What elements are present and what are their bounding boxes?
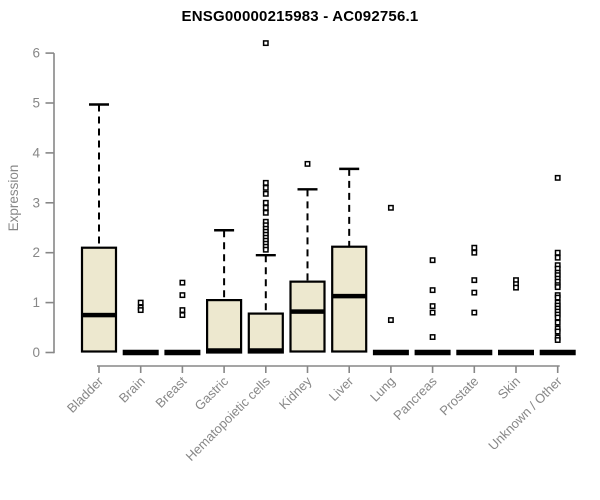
outlier-point-hematopoietic-cells (262, 204, 269, 211)
box-liver (331, 245, 368, 353)
y-tick-label: 2 (32, 245, 40, 260)
collapsed-box-brain (122, 349, 159, 356)
y-tick-label: 1 (32, 295, 40, 310)
outlier-point-unknown-other (554, 328, 561, 335)
outlier-point-unknown-other (554, 284, 561, 291)
x-tick-label-lung: Lung (367, 374, 398, 405)
outlier-point-prostate (471, 277, 478, 284)
x-tick-label-kidney: Kidney (276, 373, 315, 412)
outlier-point-lung (387, 317, 394, 324)
outlier-point-hematopoietic-cells (262, 179, 269, 186)
collapsed-box-unknown-other (539, 349, 576, 356)
outlier-point-breast (179, 292, 186, 299)
x-tick-label-liver: Liver (326, 373, 357, 404)
outlier-point-brain (137, 307, 144, 314)
outlier-point-hematopoietic-cells (262, 190, 269, 197)
outlier-point-hematopoietic-cells (262, 184, 269, 191)
outlier-point-unknown-other (554, 294, 561, 301)
outlier-point-breast (179, 307, 186, 314)
x-tick-label-bladder: Bladder (64, 373, 107, 416)
box-gastric (206, 299, 243, 354)
y-axis-title: Expression (6, 164, 21, 232)
outlier-point-breast (179, 312, 186, 319)
box-kidney (289, 280, 326, 353)
median-liver (332, 293, 367, 299)
outlier-point-pancreas (429, 334, 436, 340)
outlier-point-hematopoietic-cells (262, 40, 269, 47)
y-tick-label: 4 (32, 145, 40, 160)
median-kidney (290, 309, 325, 314)
x-tick-label-gastric: Gastric (192, 373, 232, 413)
outlier-point-pancreas (429, 257, 436, 264)
collapsed-box-skin (498, 349, 534, 356)
x-tick-label-skin: Skin (495, 374, 523, 402)
outlier-point-unknown-other (554, 337, 561, 343)
collapsed-box-pancreas (414, 349, 451, 356)
collapsed-box-prostate (456, 349, 493, 356)
outlier-point-brain (137, 299, 144, 306)
median-gastric (207, 348, 242, 353)
outlier-point-lung (387, 204, 394, 211)
box-hematopoietic-cells (247, 312, 284, 354)
outlier-point-prostate (471, 309, 478, 316)
chart-title: ENSG00000215983 - AC092756.1 (181, 8, 419, 25)
x-tick-label-breast: Breast (152, 373, 189, 410)
outlier-point-pancreas (429, 287, 436, 294)
outlier-point-pancreas (429, 303, 436, 310)
outlier-point-unknown-other (554, 254, 561, 261)
outlier-point-hematopoietic-cells (262, 209, 269, 216)
outlier-point-hematopoietic-cells (262, 246, 269, 253)
x-tick-label-unknown-other: Unknown / Other (485, 373, 565, 453)
collapsed-box-breast (164, 349, 201, 356)
outlier-point-unknown-other (554, 319, 561, 326)
outlier-point-kidney (304, 160, 311, 167)
y-tick-label: 5 (32, 96, 40, 111)
median-bladder (82, 312, 116, 318)
x-tick-label-pancreas: Pancreas (390, 373, 440, 423)
y-tick-label: 3 (32, 195, 40, 210)
x-tick-label-brain: Brain (116, 374, 148, 406)
outlier-point-unknown-other (554, 314, 561, 321)
outlier-point-skin (513, 284, 519, 291)
y-tick-label: 0 (32, 345, 40, 360)
outlier-point-hematopoietic-cells (262, 199, 269, 206)
outlier-point-prostate (471, 244, 478, 251)
median-hematopoietic-cells (248, 348, 283, 353)
y-tick-label: 6 (32, 46, 40, 61)
outlier-point-unknown-other (554, 249, 561, 256)
outlier-point-prostate (471, 289, 478, 296)
outlier-point-prostate (471, 249, 478, 256)
outlier-point-unknown-other (554, 174, 561, 181)
outlier-point-breast (179, 279, 186, 286)
collapsed-box-lung (372, 349, 409, 356)
x-tick-label-prostate: Prostate (437, 374, 482, 419)
box-bladder (80, 246, 118, 353)
outlier-point-pancreas (429, 309, 436, 316)
